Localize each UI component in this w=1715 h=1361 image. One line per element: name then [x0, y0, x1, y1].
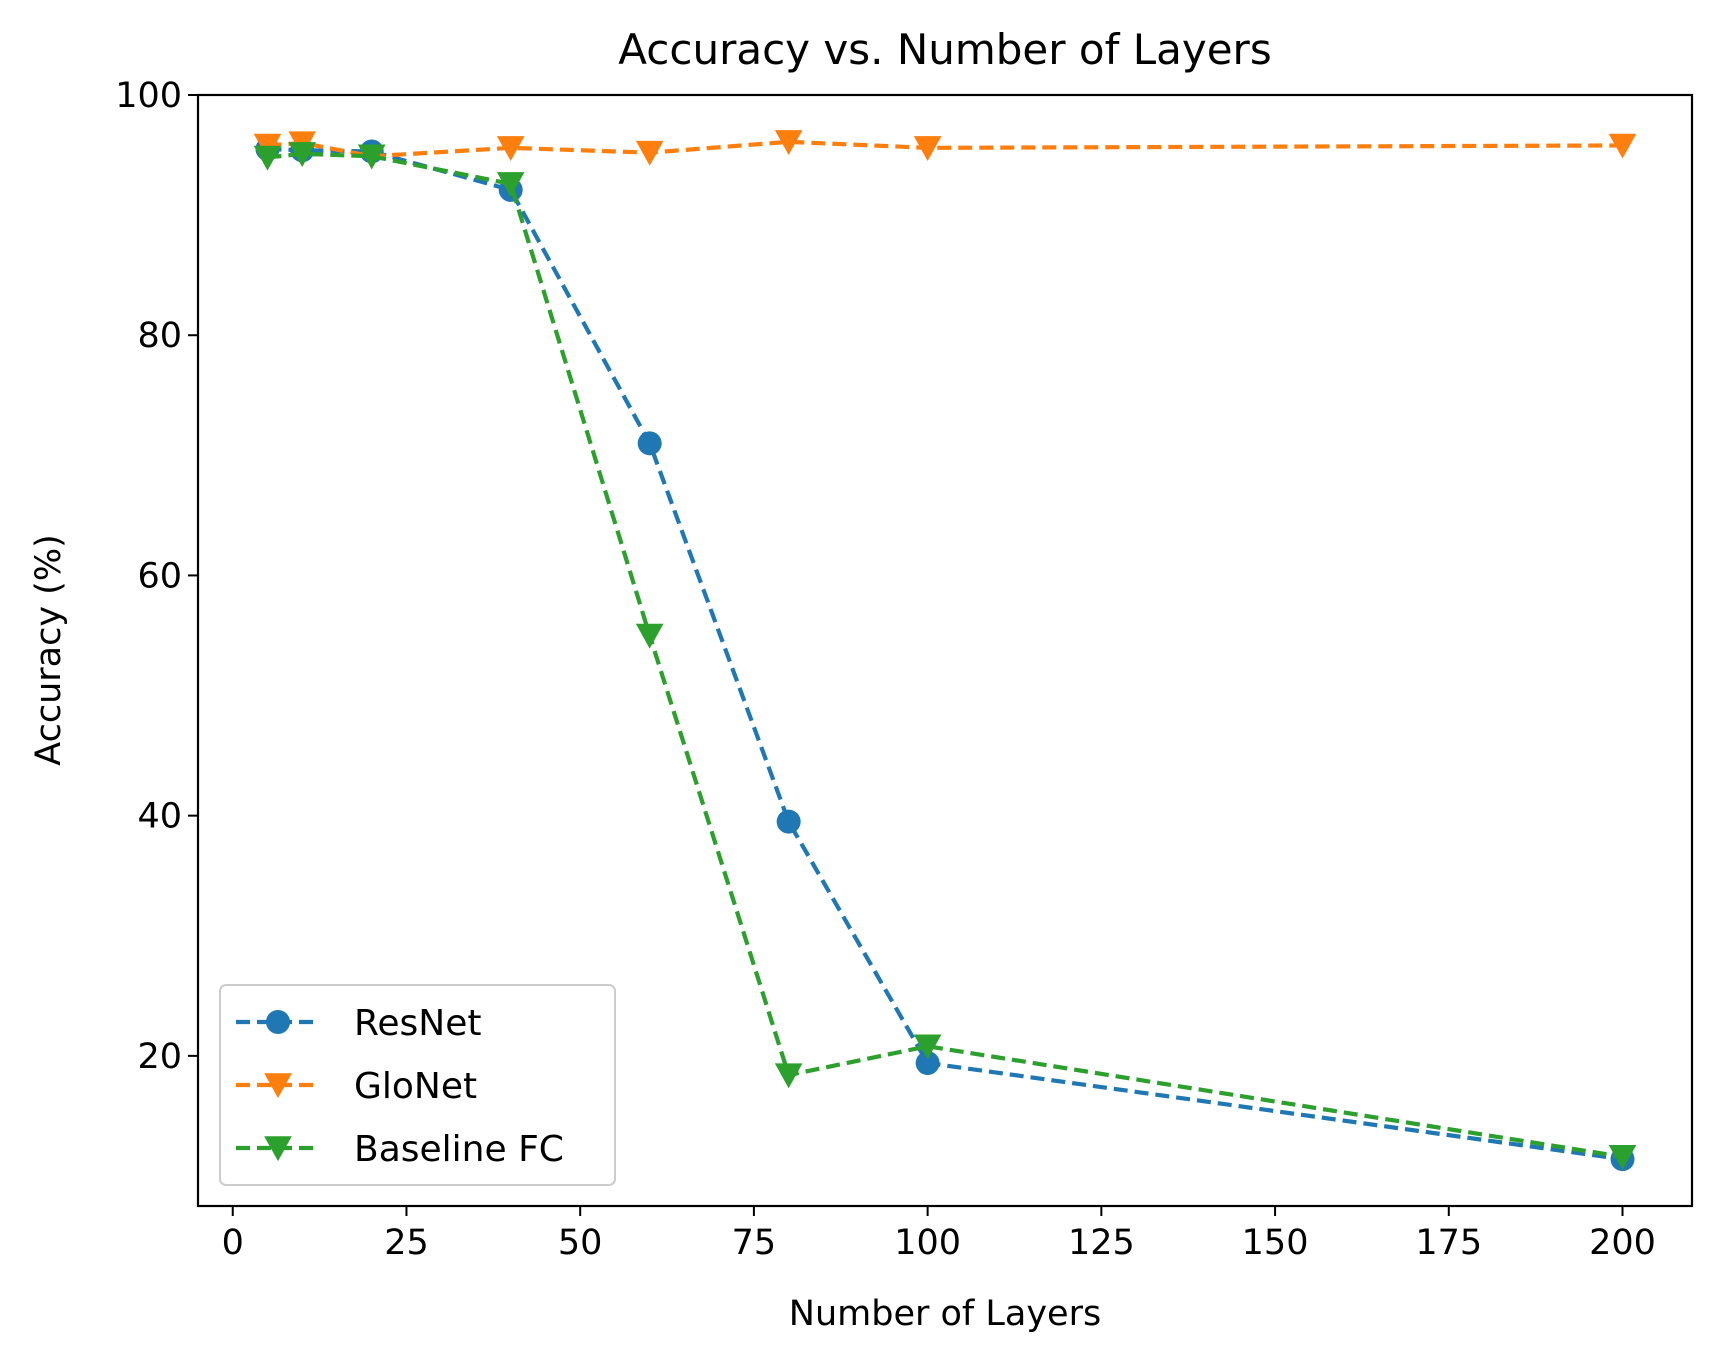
data-point-resnet	[637, 431, 662, 456]
x-tick-label: 75	[732, 1223, 777, 1263]
data-point-glonet	[913, 136, 942, 161]
x-tick-label: 100	[894, 1223, 961, 1263]
legend-marker-baseline-fc	[264, 1136, 292, 1162]
y-axis-title: Accuracy (%)	[29, 534, 69, 765]
legend-label-glonet: GloNet	[354, 1066, 477, 1107]
data-point-glonet	[496, 136, 525, 161]
series-line-baseline-fc	[267, 151, 1623, 1159]
x-tick-label: 0	[222, 1223, 244, 1263]
y-tick-label: 20	[137, 1037, 182, 1077]
data-point-baseline-fc	[774, 1063, 803, 1089]
data-point-glonet	[774, 130, 803, 155]
legend: ResNet GloNet Baseline FC	[219, 984, 616, 1186]
legend-marker-glonet	[264, 1073, 292, 1099]
data-point-baseline-fc	[635, 623, 664, 649]
data-point-baseline-fc	[288, 142, 317, 167]
y-tick-label: 60	[137, 556, 182, 596]
plot-area: 0 25 50 75 100 125 150 175 200 20 40 60 80 100	[115, 76, 1694, 1263]
legend-marker-resnet	[266, 1010, 290, 1034]
x-tick-label: 50	[558, 1223, 603, 1263]
data-point-glonet	[635, 140, 664, 166]
x-tick-label: 175	[1415, 1223, 1482, 1263]
y-tick-label: 100	[115, 76, 182, 116]
x-tick-label: 200	[1589, 1223, 1656, 1263]
plot-frame	[196, 93, 1694, 1208]
legend-box	[219, 984, 616, 1186]
y-tick-label: 80	[137, 316, 182, 356]
data-point-baseline-fc	[253, 145, 282, 171]
x-tick-label: 125	[1068, 1223, 1135, 1263]
series-line-glonet	[267, 139, 1623, 159]
legend-label-baseline-fc: Baseline FC	[354, 1129, 564, 1170]
x-axis-title: Number of Layers	[789, 1294, 1101, 1334]
data-point-baseline-fc	[357, 144, 386, 170]
data-point-baseline-fc	[913, 1034, 942, 1060]
data-point-baseline-fc	[496, 172, 525, 197]
legend-label-resnet: ResNet	[354, 1003, 482, 1044]
data-point-resnet	[915, 1051, 940, 1076]
data-point-resnet	[776, 809, 801, 834]
y-tick-label: 40	[137, 797, 182, 837]
x-tick-label: 25	[384, 1223, 429, 1263]
chart-title: Accuracy vs. Number of Layers	[618, 25, 1271, 74]
x-tick-label: 150	[1242, 1223, 1309, 1263]
data-point-baseline-fc	[1608, 1145, 1637, 1170]
data-point-glonet	[1608, 133, 1637, 159]
